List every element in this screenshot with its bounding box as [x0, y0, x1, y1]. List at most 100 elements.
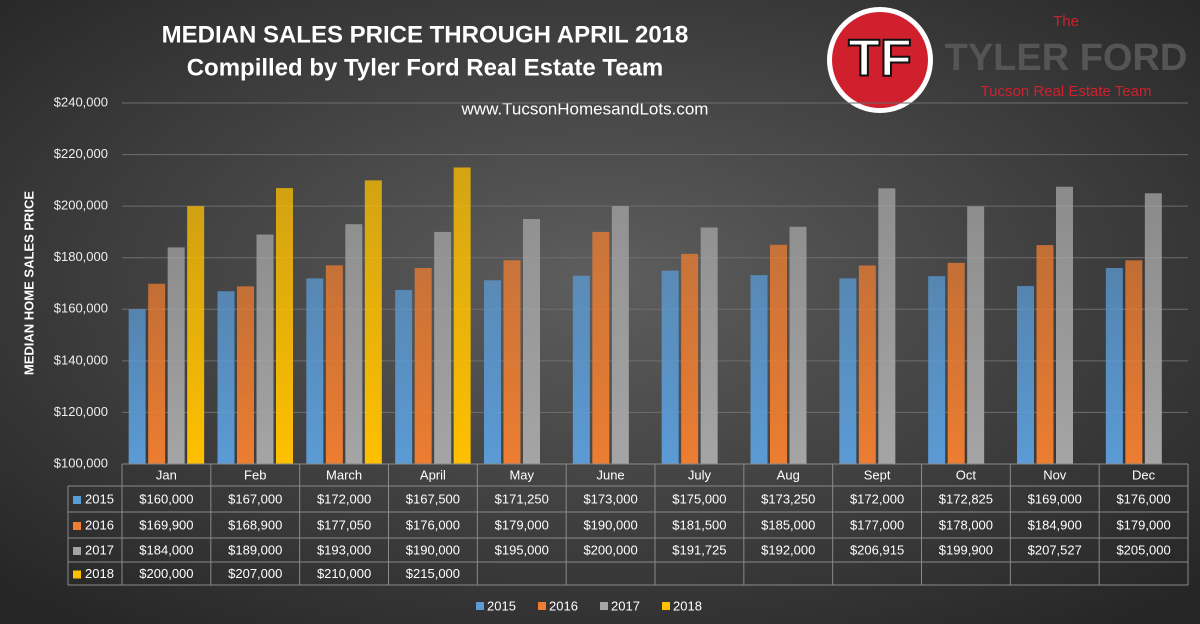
table-value: $172,825 — [939, 491, 993, 506]
table-value: $179,000 — [495, 517, 549, 532]
table-series-name: 2016 — [85, 517, 114, 532]
table-value: $207,527 — [1028, 542, 1082, 557]
x-tick-label: June — [596, 467, 624, 482]
bar — [572, 275, 590, 464]
logo-initials: TF — [848, 30, 912, 88]
bar — [1017, 286, 1034, 464]
chart-subtitle: Compilled by Tyler Ford Real Estate Team — [187, 54, 664, 81]
table-value: $169,900 — [139, 517, 193, 532]
bar — [345, 224, 363, 464]
table-legend-swatch — [73, 547, 81, 555]
table-value: $167,500 — [406, 491, 460, 506]
bar — [1056, 186, 1073, 464]
logo: TF The TYLER FORD Tucson Real Estate Tea… — [827, 7, 1187, 113]
bar — [148, 283, 166, 464]
table-value: $176,000 — [1116, 491, 1170, 506]
legend-label: 2017 — [611, 598, 640, 613]
y-axis-label: MEDIAN HOME SALES PRICE — [21, 191, 36, 376]
logo-prefix: The — [1053, 13, 1079, 30]
table-value: $169,000 — [1028, 491, 1082, 506]
y-tick-label: $180,000 — [54, 249, 108, 264]
bar — [364, 180, 382, 464]
x-tick-label: March — [326, 467, 362, 482]
table-value: $172,000 — [850, 491, 904, 506]
table-value: $191,725 — [672, 542, 726, 557]
bar — [1105, 268, 1123, 464]
bar — [237, 286, 254, 464]
bar — [592, 231, 610, 464]
bar — [276, 188, 293, 465]
table-value: $167,000 — [228, 491, 282, 506]
table-value: $195,000 — [495, 542, 549, 557]
logo-circle — [832, 12, 928, 108]
table-value: $215,000 — [406, 566, 460, 581]
y-tick-label: $220,000 — [54, 146, 108, 161]
table-series-name: 2015 — [85, 491, 114, 506]
table-value: $178,000 — [939, 517, 993, 532]
x-tick-label: May — [509, 467, 534, 482]
bar — [928, 276, 946, 464]
table-value: $205,000 — [1116, 542, 1170, 557]
bar — [306, 278, 324, 464]
table-value: $189,000 — [228, 542, 282, 557]
table-value: $206,915 — [850, 542, 904, 557]
table-value: $200,000 — [583, 542, 637, 557]
bar — [750, 275, 768, 464]
bar — [681, 253, 699, 464]
x-tick-label: Sept — [864, 467, 891, 482]
bar — [661, 270, 679, 464]
bar — [770, 244, 787, 464]
bar — [187, 206, 205, 464]
table-value: $190,000 — [583, 517, 637, 532]
logo-tagline: Tucson Real Estate Team — [981, 83, 1152, 100]
bar — [128, 309, 146, 464]
bar — [167, 247, 185, 464]
annotation: www.TucsonHomesandLots.com — [461, 99, 709, 118]
table-value: $173,000 — [583, 491, 637, 506]
legend-label: 2016 — [549, 598, 578, 613]
table-value: $190,000 — [406, 542, 460, 557]
table-value: $181,500 — [672, 517, 726, 532]
table-series-name: 2018 — [85, 566, 114, 581]
x-tick-label: Feb — [244, 467, 266, 482]
logo-name: TYLER FORD — [945, 37, 1188, 79]
x-tick-label: July — [688, 467, 712, 482]
table-value: $177,000 — [850, 517, 904, 532]
table-value: $160,000 — [139, 491, 193, 506]
table-value: $210,000 — [317, 566, 371, 581]
bar — [395, 289, 413, 464]
y-tick-label: $100,000 — [54, 455, 108, 470]
table-series-name: 2017 — [85, 542, 114, 557]
table-value: $177,050 — [317, 517, 371, 532]
bar — [878, 188, 896, 464]
x-tick-label: April — [420, 467, 446, 482]
table-value: $179,000 — [1116, 517, 1170, 532]
table-value: $173,250 — [761, 491, 815, 506]
bar — [1144, 193, 1162, 464]
y-tick-label: $120,000 — [54, 404, 108, 419]
table-value: $200,000 — [139, 566, 193, 581]
bar — [434, 231, 452, 464]
table-value: $184,900 — [1028, 517, 1082, 532]
bar — [217, 291, 235, 464]
legend-label: 2015 — [487, 598, 516, 613]
bar — [789, 226, 807, 464]
y-tick-label: $200,000 — [54, 198, 108, 213]
table-value: $172,000 — [317, 491, 371, 506]
bar — [947, 262, 965, 464]
table-legend-swatch — [73, 522, 81, 530]
x-tick-label: Aug — [777, 467, 800, 482]
bar — [414, 268, 432, 464]
y-tick-label: $140,000 — [54, 352, 108, 367]
table-value: $168,900 — [228, 517, 282, 532]
table-value: $175,000 — [672, 491, 726, 506]
table-value: $184,000 — [139, 542, 193, 557]
table-value: $193,000 — [317, 542, 371, 557]
table-value: $199,900 — [939, 542, 993, 557]
legend-swatch — [662, 602, 670, 610]
bar — [523, 219, 540, 464]
x-tick-label: Nov — [1043, 467, 1067, 482]
legend-swatch — [476, 602, 484, 610]
table-value: $176,000 — [406, 517, 460, 532]
bar — [839, 278, 857, 464]
